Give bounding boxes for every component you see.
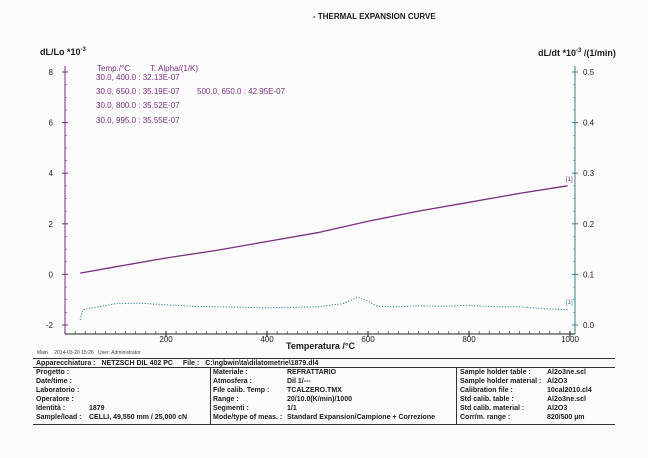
footer-user: User: Administrator (98, 350, 141, 356)
right-axis-label-text: dL/dt *10 (538, 48, 577, 58)
y2-tick-label: 0.5 (583, 68, 595, 77)
footer-main: Main (37, 350, 48, 356)
sample-label: Sample/load : (36, 414, 82, 421)
right-axis-label-exp: -3 (576, 48, 582, 54)
left-axis-label-exp: -3 (80, 47, 86, 53)
alpha-row: 30.0, 400.0 : 32.13E-07 (96, 73, 180, 82)
stdtab-label: Std calib. table : (460, 396, 514, 403)
materiale-label: Materiale : (213, 369, 248, 376)
alpha-header-alpha: T. Alpha/(1/K) (150, 64, 199, 73)
segmenti-label: Segmenti : (213, 405, 249, 412)
atmosfera-value: Dil 1/--- (287, 378, 311, 385)
stdmat-value: Al2O3 (547, 405, 568, 412)
segmenti-value: 1/1 (287, 405, 297, 412)
filecalib-label: File calib. Temp : (213, 387, 270, 394)
y-tick-label: 8 (49, 68, 54, 77)
stdmat-label: Std calib. material : (460, 405, 525, 412)
y-tick-label: -2 (46, 321, 54, 330)
footer-date: 2014-03-20 15:26 (54, 350, 94, 356)
atmosfera-label: Atmosfera : (213, 378, 252, 385)
left-axis-label: dL/Lo *10-3 (40, 47, 86, 57)
x-axis-label: Temperatura /°C (286, 341, 355, 351)
y-tick-label: 4 (49, 169, 54, 178)
alpha-row: 30.0, 800.0 : 35.52E-07 (96, 101, 180, 110)
right-axis-label: dL/dt *10-3 /(1/min) (538, 48, 616, 58)
series-tag-expansion: [1] (566, 177, 573, 183)
datetime-label: Date/time : (36, 378, 72, 385)
alpha-row: 30.0, 650.0 : 35.19E-07 (96, 87, 180, 96)
apparecchiatura-row: Apparecchiatura : NETZSCH DIL 402 PC Fil… (36, 360, 318, 367)
apparecchiatura-label: Apparecchiatura : (36, 360, 96, 367)
x-tick-label: 400 (260, 335, 274, 344)
alpha-row-extra: 500.0, 650.0 : 42.95E-07 (197, 87, 286, 96)
y2-tick-label: 0.1 (583, 270, 595, 279)
chart-title: - THERMAL EXPANSION CURVE (313, 12, 436, 21)
x-tick-label: 800 (462, 335, 476, 344)
identita-label: Identità : (36, 405, 66, 412)
footer-meta: Main 2014-03-20 15:26 User: Administrato… (37, 351, 141, 356)
corr-value: 820/500 µm (547, 414, 585, 421)
y-tick-label: 2 (49, 220, 54, 229)
sht-label: Sample holder table : (460, 369, 531, 376)
y-tick-label: 6 (49, 119, 54, 128)
series-tag-rate: [1] (566, 300, 573, 306)
y2-tick-label: 0.4 (583, 119, 595, 128)
divider (456, 367, 457, 424)
y2-tick-label: 0.3 (583, 169, 595, 178)
right-axis-label-unit: /(1/min) (581, 48, 616, 58)
divider (33, 367, 615, 368)
x-tick-label: 600 (361, 335, 375, 344)
operatore-label: Operatore : (36, 396, 74, 403)
shm-value: Al2O3 (547, 378, 568, 385)
filecalib-value: TCALZERO.TMX (287, 387, 342, 394)
file-value: C:\ngbwin\ta\dilatometrie\1879.dl4 (205, 360, 319, 367)
corr-label: Corr/m. range : (460, 414, 511, 421)
apparecchiatura-value: NETZSCH DIL 402 PC (101, 360, 173, 367)
file-label: File : (182, 360, 200, 367)
alpha-row: 30.0, 995.0 : 35.55E-07 (96, 116, 180, 125)
expansion-rate-line (79, 296, 568, 321)
y2-tick-label: 0.2 (583, 220, 595, 229)
divider (33, 424, 615, 425)
left-axis-label-text: dL/Lo *10 (40, 47, 81, 57)
progetto-label: Progetto : (36, 369, 70, 376)
calib-value: 10cal2010.cl4 (547, 387, 592, 394)
calib-label: Calibration file : (460, 387, 513, 394)
range-label: Range : (213, 396, 239, 403)
y-tick-label: 0 (49, 270, 54, 279)
materiale-value: REFRATTARIO (287, 369, 337, 376)
sht-value: Al2o3ne.scl (547, 369, 586, 376)
series-lines (79, 185, 568, 321)
laboratorio-label: Laboratorio : (36, 387, 80, 394)
mode-label: Mode/type of meas. : (213, 414, 283, 421)
ticks: -2 0 2 4 6 8 0.0 0.1 0.2 0.3 0.4 0.5 200 400 600 800 100… (46, 68, 595, 344)
expansion-line (80, 185, 568, 274)
x-tick-label: 1000 (561, 335, 579, 344)
identita-value: 1879 (89, 405, 105, 412)
stdtab-value: Al2o3ne.scl (547, 396, 586, 403)
sample-value: CELLI, 49,550 mm / 25,000 cN (89, 414, 188, 421)
shm-label: Sample holder material : (460, 378, 542, 385)
alpha-header-temp: Temp./°C (97, 64, 130, 73)
divider (33, 358, 615, 359)
y2-tick-label: 0.0 (583, 321, 595, 330)
axes (64, 66, 576, 335)
range-value: 20/10.0(K/min)/1000 (287, 396, 352, 403)
x-tick-label: 200 (159, 335, 173, 344)
mode-value: Standard Expansion/Campione + Correzione (287, 414, 436, 421)
divider (210, 367, 211, 424)
